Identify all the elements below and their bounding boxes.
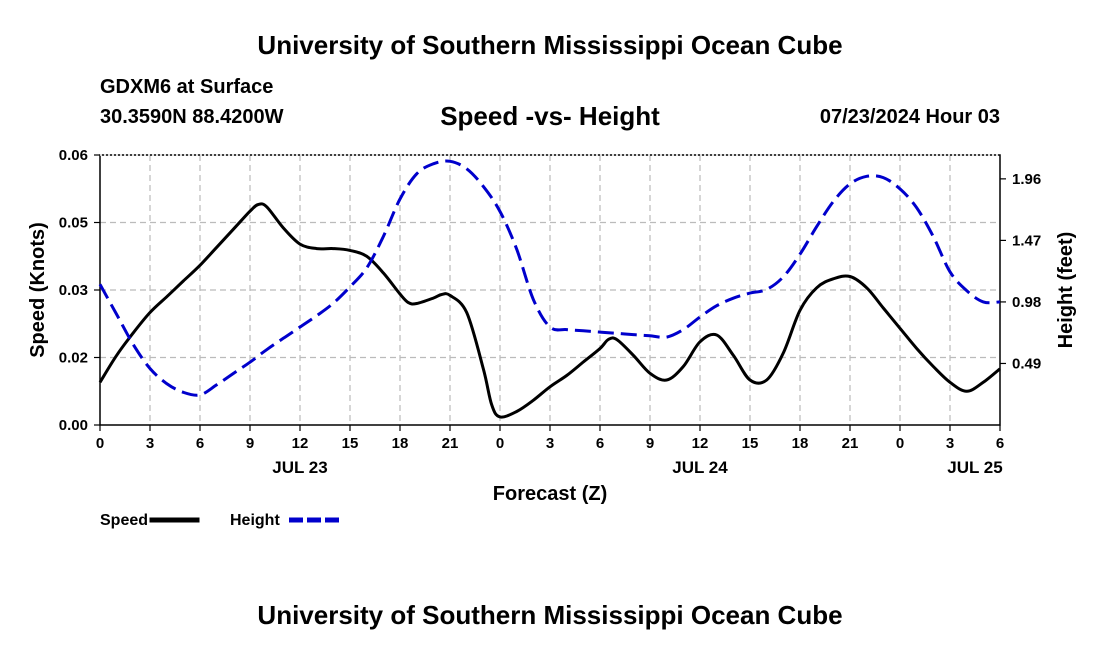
date-label: JUL 23 [272,458,327,477]
x-tick-label: 12 [292,435,309,452]
legend-label: Height [230,512,280,529]
x-tick-label: 18 [392,435,409,452]
date-label: JUL 25 [947,458,1002,477]
y-right-tick-label: 0.98 [1012,294,1041,311]
x-tick-label: 15 [742,435,759,452]
station-label: GDXM6 at Surface [100,76,274,98]
main-title: University of Southern Mississippi Ocean… [257,30,843,60]
forecast-datetime: 07/23/2024 Hour 03 [819,106,1000,128]
x-tick-label: 15 [342,435,359,452]
y-right-axis-label: Height (feet) [1055,232,1077,349]
x-tick-label: 0 [896,435,904,452]
y-left-tick-label: 0.05 [59,215,88,232]
chart-title: Speed -vs- Height [440,101,660,131]
x-tick-label: 21 [442,435,459,452]
x-tick-label: 3 [946,435,954,452]
height-series-line [98,159,1001,397]
x-tick-label: 12 [692,435,709,452]
coordinates-label: 30.3590N 88.4200W [100,106,284,128]
y-right-tick-label: 0.49 [1012,355,1041,372]
date-label: JUL 24 [672,458,728,477]
y-left-tick-label: 0.03 [59,282,88,299]
y-left-tick-label: 0.00 [59,417,88,434]
x-tick-label: 3 [146,435,154,452]
x-tick-label: 6 [996,435,1004,452]
y-right-tick-label: 1.47 [1012,232,1041,249]
y-left-axis-label: Speed (Knots) [27,222,49,358]
x-tick-label: 3 [546,435,554,452]
x-tick-label: 0 [496,435,504,452]
x-tick-label: 21 [842,435,859,452]
x-tick-label: 9 [646,435,654,452]
x-tick-label: 18 [792,435,809,452]
y-right-tick-label: 1.96 [1012,171,1041,188]
speed-series-line [98,202,1001,419]
legend: Speed Height [100,512,339,529]
y-left-tick-label: 0.06 [59,147,88,164]
x-tick-label: 9 [246,435,254,452]
x-tick-label: 6 [196,435,204,452]
footer-title: University of Southern Mississippi Ocean… [257,600,843,630]
x-axis-label: Forecast (Z) [493,483,607,505]
y-left-tick-label: 0.02 [59,350,88,367]
x-tick-label: 6 [596,435,604,452]
legend-label: Speed [100,512,148,529]
x-tick-label: 0 [96,435,104,452]
